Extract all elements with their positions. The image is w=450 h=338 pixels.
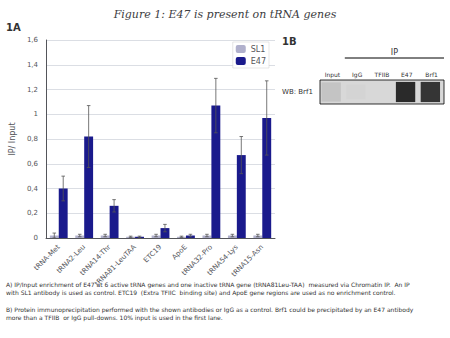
svg-text:1,4: 1,4 [27, 61, 39, 69]
svg-text:tRNA81-LeuTAA: tRNA81-LeuTAA [93, 243, 138, 288]
svg-text:Brf1: Brf1 [425, 71, 438, 78]
svg-text:0,4: 0,4 [27, 185, 39, 193]
svg-text:B) Protein immunoprecipitation: B) Protein immunoprecipitation performed… [6, 306, 414, 314]
svg-text:SL1: SL1 [251, 45, 266, 54]
svg-text:1B: 1B [282, 36, 297, 47]
svg-text:tRNA32-Pro: tRNA32-Pro [180, 243, 215, 278]
svg-text:E47: E47 [251, 57, 266, 66]
svg-text:IgG: IgG [352, 71, 363, 79]
svg-text:E47: E47 [401, 71, 413, 78]
svg-text:0: 0 [34, 234, 38, 242]
svg-text:IP: IP [391, 48, 398, 57]
svg-text:Input: Input [325, 71, 341, 79]
svg-text:tRNA14-Thr: tRNA14-Thr [78, 243, 113, 278]
svg-text:tRNA15-Asn: tRNA15-Asn [230, 243, 265, 278]
svg-text:1: 1 [34, 110, 38, 118]
svg-text:WB: Brf1: WB: Brf1 [282, 88, 313, 96]
svg-text:IP/ Input: IP/ Input [8, 122, 17, 155]
svg-text:Figure 1: E47 is present on tR: Figure 1: E47 is present on tRNA genes [113, 8, 337, 21]
svg-text:0,6: 0,6 [27, 160, 39, 168]
svg-text:ETC19: ETC19 [142, 243, 163, 264]
svg-text:tRNA-Met: tRNA-Met [32, 243, 62, 273]
svg-text:tRNA2-Leu: tRNA2-Leu [55, 243, 87, 275]
svg-text:1,2: 1,2 [27, 86, 38, 94]
svg-text:tRNA54-Lys: tRNA54-Lys [205, 243, 240, 278]
svg-text:more than a TFIIB or IgG pull: more than a TFIIB or IgG pull-downs. 10%… [6, 314, 223, 322]
svg-text:ApoE: ApoE [170, 243, 188, 261]
svg-text:1A: 1A [6, 22, 21, 33]
svg-text:0,8: 0,8 [27, 135, 38, 143]
svg-text:0,2: 0,2 [27, 209, 38, 217]
svg-text:with SL1 antibody is used as c: with SL1 antibody is used as control. ET… [6, 289, 396, 297]
svg-text:TFIIB: TFIIB [374, 71, 390, 78]
svg-text:1,6: 1,6 [27, 36, 39, 44]
svg-text:A) IP/Input enrichment of E47: A) IP/Input enrichment of E47 at 6 activ… [6, 281, 410, 289]
